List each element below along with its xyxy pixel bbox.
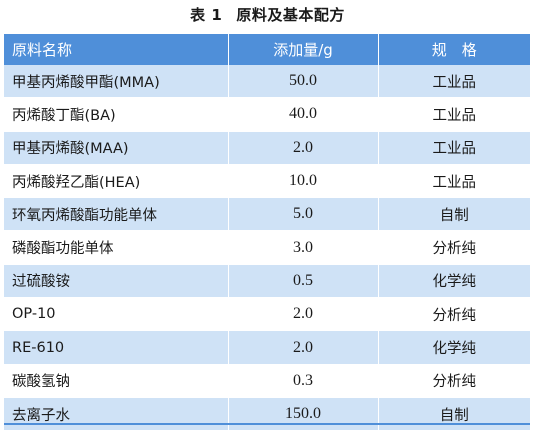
material-amount: 2.0 [228, 131, 379, 165]
table-row: 去离子水 150.0 自制 [4, 397, 530, 431]
material-amount: 0.3 [228, 364, 379, 398]
material-name: 过硫酸铵 [4, 264, 229, 299]
table-row: 丙烯酸丁酯(BA) 40.0 工业品 [4, 97, 530, 132]
material-amount: 2.0 [228, 297, 379, 332]
material-name: 去离子水 [4, 397, 229, 431]
material-amount: 2.0 [228, 330, 379, 365]
material-grade: 工业品 [378, 131, 530, 165]
table-bottom-rule [4, 423, 530, 425]
material-grade: 自制 [378, 197, 530, 232]
header-grade: 规 格 [378, 34, 530, 65]
table-row: 甲基丙烯酸甲酯(MMA) 50.0 工业品 [4, 65, 530, 99]
table-caption: 表 1 原料及基本配方 [0, 4, 535, 25]
material-amount: 40.0 [228, 97, 379, 132]
material-name: 磷酸酯功能单体 [4, 230, 229, 265]
material-grade: 分析纯 [378, 297, 530, 332]
material-amount: 10.0 [228, 164, 379, 199]
table-number: 表 1 [190, 6, 223, 24]
material-grade: 分析纯 [378, 364, 530, 398]
material-grade: 化学纯 [378, 330, 530, 365]
table-title: 原料及基本配方 [236, 6, 345, 24]
header-material-name: 原料名称 [4, 34, 229, 65]
material-grade: 工业品 [378, 65, 530, 99]
material-grade: 自制 [378, 397, 530, 431]
table-row: 甲基丙烯酸(MAA) 2.0 工业品 [4, 131, 530, 165]
material-amount: 3.0 [228, 230, 379, 265]
material-amount: 150.0 [228, 397, 379, 431]
header-amount: 添加量/g [228, 34, 379, 65]
material-name: 丙烯酸丁酯(BA) [4, 97, 229, 132]
material-grade: 分析纯 [378, 230, 530, 265]
material-name: 环氧丙烯酸酯功能单体 [4, 197, 229, 232]
table-row: 碳酸氢钠 0.3 分析纯 [4, 364, 530, 398]
table-row: RE-610 2.0 化学纯 [4, 330, 530, 365]
material-name: OP-10 [4, 297, 229, 332]
table-row: 磷酸酯功能单体 3.0 分析纯 [4, 230, 530, 265]
material-amount: 0.5 [228, 264, 379, 299]
material-grade: 工业品 [378, 164, 530, 199]
material-name: 碳酸氢钠 [4, 364, 229, 398]
header-row: 原料名称 添加量/g 规 格 [4, 34, 530, 65]
material-name: 丙烯酸羟乙酯(HEA) [4, 164, 229, 199]
table-row: 环氧丙烯酸酯功能单体 5.0 自制 [4, 197, 530, 232]
material-name: RE-610 [4, 330, 229, 365]
table-row: 过硫酸铵 0.5 化学纯 [4, 264, 530, 299]
material-grade: 工业品 [378, 97, 530, 132]
table-body: 甲基丙烯酸甲酯(MMA) 50.0 工业品 丙烯酸丁酯(BA) 40.0 工业品… [4, 65, 530, 431]
material-amount: 5.0 [228, 197, 379, 232]
table-header: 原料名称 添加量/g 规 格 [4, 34, 530, 65]
material-grade: 化学纯 [378, 264, 530, 299]
material-name: 甲基丙烯酸(MAA) [4, 131, 229, 165]
material-amount: 50.0 [228, 65, 379, 99]
table-row: OP-10 2.0 分析纯 [4, 297, 530, 332]
material-name: 甲基丙烯酸甲酯(MMA) [4, 65, 229, 99]
formula-table: 原料名称 添加量/g 规 格 甲基丙烯酸甲酯(MMA) 50.0 工业品 丙烯酸… [4, 34, 530, 431]
table-row: 丙烯酸羟乙酯(HEA) 10.0 工业品 [4, 164, 530, 199]
